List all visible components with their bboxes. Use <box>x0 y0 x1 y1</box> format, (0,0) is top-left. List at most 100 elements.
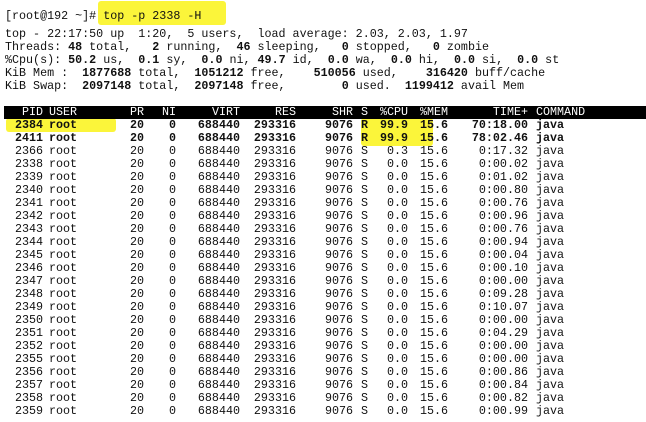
table-cell: 0 <box>168 130 176 145</box>
table-cell: 688440 <box>197 247 240 262</box>
table-cell: 0:01.02 <box>478 169 528 184</box>
table-cell: 0.0 <box>386 377 408 392</box>
table-cell: 0.3 <box>386 143 408 158</box>
table-cell: 688440 <box>197 195 240 210</box>
table-cell: 293316 <box>253 143 296 158</box>
table-cell: 688440 <box>197 377 240 392</box>
table-cell: 293316 <box>253 234 296 249</box>
table-cell: 9076 <box>324 130 353 145</box>
table-cell: 0:00.76 <box>478 195 528 210</box>
table-cell: root <box>49 130 78 145</box>
table-cell: 0 <box>168 351 176 366</box>
summary-text: free, <box>243 78 342 93</box>
table-cell: root <box>49 377 78 392</box>
column-header: %CPU <box>379 105 408 119</box>
table-cell: 688440 <box>197 143 240 158</box>
table-cell: 20 <box>129 234 144 249</box>
table-cell: 688440 <box>197 364 240 379</box>
table-cell: 20 <box>129 169 144 184</box>
table-cell: R <box>361 117 369 132</box>
table-cell: 293316 <box>253 195 296 210</box>
table-cell: root <box>49 325 78 340</box>
table-cell: 2349 <box>14 299 43 314</box>
table-cell: 20 <box>129 325 144 340</box>
table-cell: 15.6 <box>419 351 448 366</box>
table-cell: 20 <box>129 312 144 327</box>
table-cell: 0.0 <box>386 208 408 223</box>
table-cell: 0.0 <box>386 273 408 288</box>
table-cell: root <box>49 143 78 158</box>
table-cell: 293316 <box>253 273 296 288</box>
table-cell: java <box>536 312 565 327</box>
table-cell: 0 <box>168 156 176 171</box>
table-cell: root <box>49 338 78 353</box>
table-cell: 688440 <box>197 390 240 405</box>
summary-line: top - 22:17:50 up 1:20, 5 users, load av… <box>5 27 468 41</box>
table-cell: 9076 <box>324 247 353 262</box>
table-cell: S <box>361 351 369 366</box>
table-cell: java <box>536 403 565 418</box>
table-cell: java <box>536 169 565 184</box>
table-cell: R <box>361 130 369 145</box>
table-cell: S <box>361 221 369 236</box>
table-cell: 688440 <box>197 351 240 366</box>
table-cell: S <box>361 325 369 340</box>
table-cell: 9076 <box>324 221 353 236</box>
table-cell: 99.9 <box>379 117 408 132</box>
summary-text: total, <box>131 65 195 80</box>
table-cell: 20 <box>129 364 144 379</box>
table-cell: 9076 <box>324 195 353 210</box>
table-cell: 0:00.99 <box>478 403 528 418</box>
table-cell: 20 <box>129 182 144 197</box>
summary-line: Threads: 48 total, 2 running, 46 sleepin… <box>5 39 489 54</box>
summary-value: 1051212 <box>194 65 244 80</box>
summary-value: 0 <box>341 39 349 54</box>
table-cell: 0:00.96 <box>478 208 528 223</box>
table-cell: 2346 <box>14 260 43 275</box>
table-cell: 9076 <box>324 377 353 392</box>
table-cell: 15.6 <box>419 364 448 379</box>
table-cell: java <box>536 221 565 236</box>
summary-value: 0 <box>432 39 440 54</box>
table-cell: 0 <box>168 364 176 379</box>
summary-value: 1199412 <box>404 78 454 93</box>
column-header: SHR <box>331 105 353 119</box>
table-cell: 293316 <box>253 130 296 145</box>
table-cell: 2339 <box>14 169 43 184</box>
table-cell: 2352 <box>14 338 43 353</box>
summary-value: 2097148 <box>194 78 244 93</box>
table-cell: 0:00.94 <box>478 234 528 249</box>
table-cell: 20 <box>129 195 144 210</box>
table-cell: 293316 <box>253 403 296 418</box>
summary-text: %Cpu(s): <box>5 52 69 67</box>
table-cell: 9076 <box>324 169 353 184</box>
table-cell: 0.0 <box>386 221 408 236</box>
table-cell: root <box>49 182 78 197</box>
summary-text: used. <box>348 78 405 93</box>
column-header: NI <box>161 105 176 119</box>
table-cell: 0.0 <box>386 390 408 405</box>
table-cell: 0.0 <box>386 299 408 314</box>
summary-text: free, <box>243 65 307 80</box>
table-cell: S <box>361 403 369 418</box>
table-cell: 2350 <box>14 312 43 327</box>
table-cell: root <box>49 299 78 314</box>
table-cell: 293316 <box>253 208 296 223</box>
table-cell: 0 <box>168 377 176 392</box>
table-cell: 9076 <box>324 156 353 171</box>
summary-text: ni, <box>222 52 258 67</box>
command-line: [root@192 ~]# top -p 2338 -H <box>5 10 201 23</box>
table-cell: 15.6 <box>419 260 448 275</box>
summary-value: 2097148 <box>75 78 132 93</box>
table-cell: 9076 <box>324 286 353 301</box>
summary-value: 2 <box>152 39 160 54</box>
table-cell: 15.6 <box>419 377 448 392</box>
table-cell: 688440 <box>197 182 240 197</box>
table-cell: 0.0 <box>386 351 408 366</box>
summary-text: Threads: <box>5 39 69 54</box>
table-cell: root <box>49 260 78 275</box>
table-cell: 293316 <box>253 299 296 314</box>
summary-text: stopped, <box>348 39 433 54</box>
table-cell: 293316 <box>253 312 296 327</box>
table-cell: 0:00.00 <box>478 273 528 288</box>
